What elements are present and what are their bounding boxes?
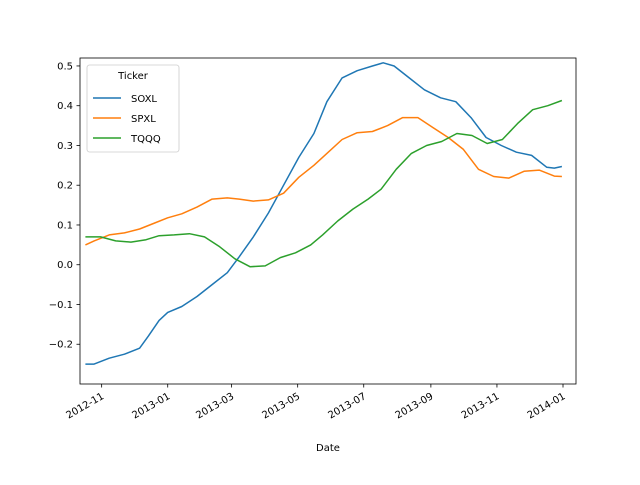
x-axis: 2012-11 2013-01 2013-03 2013-05 2013-07 2013-… [64, 384, 568, 421]
series-line-spxl [85, 116, 562, 246]
x-tick-label: 2012-11 [64, 391, 106, 421]
legend-title: Ticker [117, 71, 149, 82]
legend-box [86, 64, 180, 153]
y-tick-label: 0.4 [57, 101, 73, 112]
x-tick-label: 2014-01 [526, 391, 568, 421]
x-tick-label: 2013-05 [260, 391, 302, 421]
y-tick-label: −0.2 [49, 340, 73, 351]
series-line-soxl [85, 62, 563, 365]
x-tick-label: 2013-11 [460, 391, 502, 421]
y-tick-label: 0.0 [57, 260, 73, 271]
legend: Ticker SOXL SPXL TQQQ [86, 64, 180, 153]
y-tick-label: −0.1 [49, 300, 73, 311]
legend-label-tqqq: TQQQ [130, 134, 161, 145]
y-axis: −0.2 −0.1 0.0 0.1 0.2 0.3 0.4 0.5 [49, 61, 80, 351]
x-tick-label: 2013-01 [131, 391, 173, 421]
y-tick-label: 0.1 [57, 220, 73, 231]
plot-lines [85, 62, 563, 365]
legend-label-soxl: SOXL [131, 94, 157, 105]
series-line-tqqq [85, 99, 563, 268]
y-tick-label: 0.2 [57, 181, 73, 192]
plot-frame [79, 57, 577, 385]
y-tick-label: 0.3 [57, 141, 73, 152]
legend-label-spxl: SPXL [131, 114, 156, 125]
y-tick-label: 0.5 [57, 61, 73, 72]
x-tick-label: 2013-07 [327, 391, 369, 421]
x-tick-label: 2013-09 [394, 391, 436, 421]
x-tick-label: 2013-03 [194, 391, 236, 421]
x-axis-label: Date [316, 443, 340, 454]
